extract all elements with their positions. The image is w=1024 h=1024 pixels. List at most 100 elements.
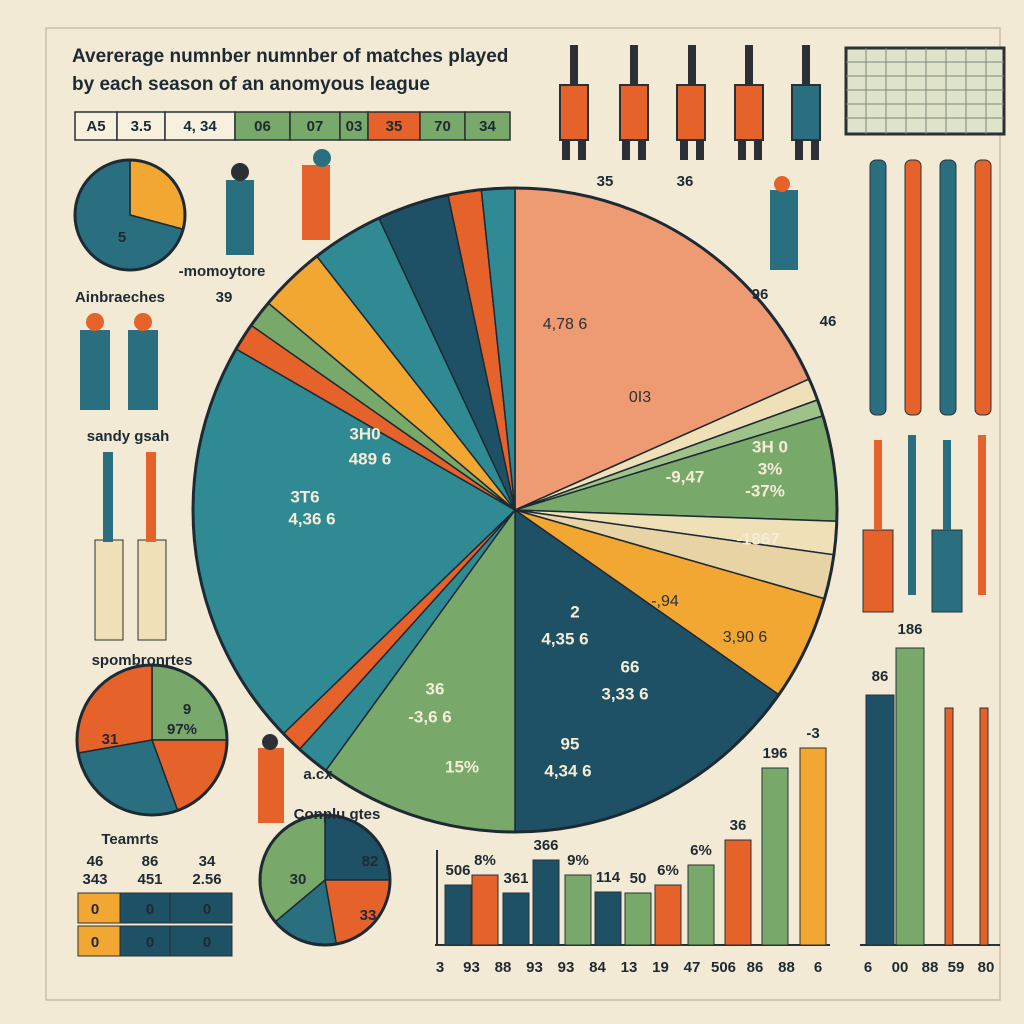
legend-label: A5 bbox=[86, 118, 105, 135]
label: 361 bbox=[503, 870, 528, 887]
table-cell bbox=[77, 892, 121, 924]
label: 88 bbox=[778, 959, 795, 976]
label: 366 bbox=[533, 837, 558, 854]
label: 50 bbox=[630, 870, 647, 887]
bar bbox=[687, 864, 715, 946]
label: 95 bbox=[561, 734, 580, 753]
label: 186 bbox=[897, 621, 922, 638]
label: 31 bbox=[102, 731, 119, 748]
title-line: Avererage numnber numnber of matches pla… bbox=[72, 46, 508, 67]
label: 35 bbox=[597, 173, 614, 190]
label: 88 bbox=[495, 959, 512, 976]
bar bbox=[979, 707, 989, 946]
label: 46 bbox=[820, 313, 837, 330]
label: -9,47 bbox=[666, 467, 705, 486]
label: 2.56 bbox=[192, 871, 221, 888]
legend-label: 3.5 bbox=[131, 118, 152, 135]
legend-cell bbox=[289, 111, 341, 141]
legend-cell bbox=[367, 111, 421, 141]
label: 88 bbox=[922, 959, 939, 976]
bar bbox=[564, 874, 592, 946]
legend-cell bbox=[116, 111, 166, 141]
label: -1867 bbox=[736, 529, 779, 548]
bar bbox=[444, 884, 472, 946]
bar bbox=[624, 892, 652, 946]
table-cell bbox=[77, 925, 121, 957]
legend-label: 70 bbox=[434, 118, 451, 135]
table-cell bbox=[119, 892, 171, 924]
bar bbox=[532, 859, 560, 946]
legend-label: 07 bbox=[307, 118, 324, 135]
label: 3H 0 bbox=[752, 437, 788, 456]
bar bbox=[761, 767, 789, 946]
label: -3 bbox=[806, 725, 819, 742]
label: 0 bbox=[91, 934, 99, 951]
legend-label: 35 bbox=[386, 118, 403, 135]
label: 84 bbox=[589, 959, 606, 976]
label: 9 bbox=[183, 701, 191, 718]
legend-label: 03 bbox=[346, 118, 363, 135]
label: 0 bbox=[203, 934, 211, 951]
label: 0 bbox=[91, 901, 99, 918]
label: 00 bbox=[892, 959, 909, 976]
label: 96 bbox=[752, 286, 769, 303]
frame bbox=[45, 27, 1001, 1001]
label: 80 bbox=[978, 959, 995, 976]
legend-cell bbox=[464, 111, 511, 141]
legend-label: 4, 34 bbox=[183, 118, 217, 135]
label: 3 bbox=[436, 959, 444, 976]
table-cell bbox=[169, 925, 233, 957]
label: 86 bbox=[142, 853, 159, 870]
label: 196 bbox=[762, 745, 787, 762]
legend-cell bbox=[164, 111, 236, 141]
pie-outline bbox=[258, 813, 392, 947]
labels: 4,78 6 0I3 3H0 489 6 3T6 4,36 6 -9,47 3H 0 3% -37… bbox=[75, 173, 994, 976]
bar bbox=[895, 647, 925, 946]
label: 39 bbox=[216, 289, 233, 306]
label: 34 bbox=[199, 853, 216, 870]
label: 3H0 bbox=[349, 424, 380, 443]
label: 82 bbox=[362, 853, 379, 870]
label: 343 bbox=[82, 871, 107, 888]
label: 15% bbox=[445, 757, 479, 776]
bar bbox=[654, 884, 682, 946]
legend-label: 34 bbox=[479, 118, 496, 135]
label: 47 bbox=[684, 959, 701, 976]
label: -,94 bbox=[651, 593, 679, 610]
label: spombronrtes bbox=[92, 652, 193, 669]
label: 86 bbox=[747, 959, 764, 976]
label: Ainbraeches bbox=[75, 289, 165, 306]
label: -37% bbox=[745, 481, 785, 500]
bar bbox=[502, 892, 530, 946]
label: 59 bbox=[948, 959, 965, 976]
label: 3,90 6 bbox=[723, 629, 768, 646]
decor bbox=[80, 45, 1006, 823]
label: Teamrts bbox=[101, 831, 158, 848]
label: 3% bbox=[758, 459, 783, 478]
label: 8% bbox=[474, 852, 496, 869]
title-line: by each season of an anomyous league bbox=[72, 74, 430, 95]
label: 6 bbox=[864, 959, 872, 976]
pies bbox=[73, 158, 839, 947]
label: 97% bbox=[167, 721, 197, 738]
label: 9% bbox=[567, 852, 589, 869]
label: 36 bbox=[677, 173, 694, 190]
legend-label: 06 bbox=[254, 118, 271, 135]
label: 506 bbox=[711, 959, 736, 976]
bar bbox=[865, 694, 895, 946]
label: 506 bbox=[445, 862, 470, 879]
bar-charts bbox=[435, 647, 1000, 946]
label: 0 bbox=[146, 934, 154, 951]
label: 93 bbox=[463, 959, 480, 976]
label: 3,33 6 bbox=[601, 684, 648, 703]
label: 4,78 6 bbox=[543, 316, 588, 333]
label: Conplu gtes bbox=[294, 806, 381, 823]
label: 86 bbox=[872, 668, 889, 685]
legend: A5 3.5 4, 34 06 07 03 35 70 34 bbox=[74, 111, 511, 141]
label: 0 bbox=[203, 901, 211, 918]
label: 6% bbox=[657, 862, 679, 879]
label: 13 bbox=[621, 959, 638, 976]
bar bbox=[724, 839, 752, 946]
label: 6% bbox=[690, 842, 712, 859]
